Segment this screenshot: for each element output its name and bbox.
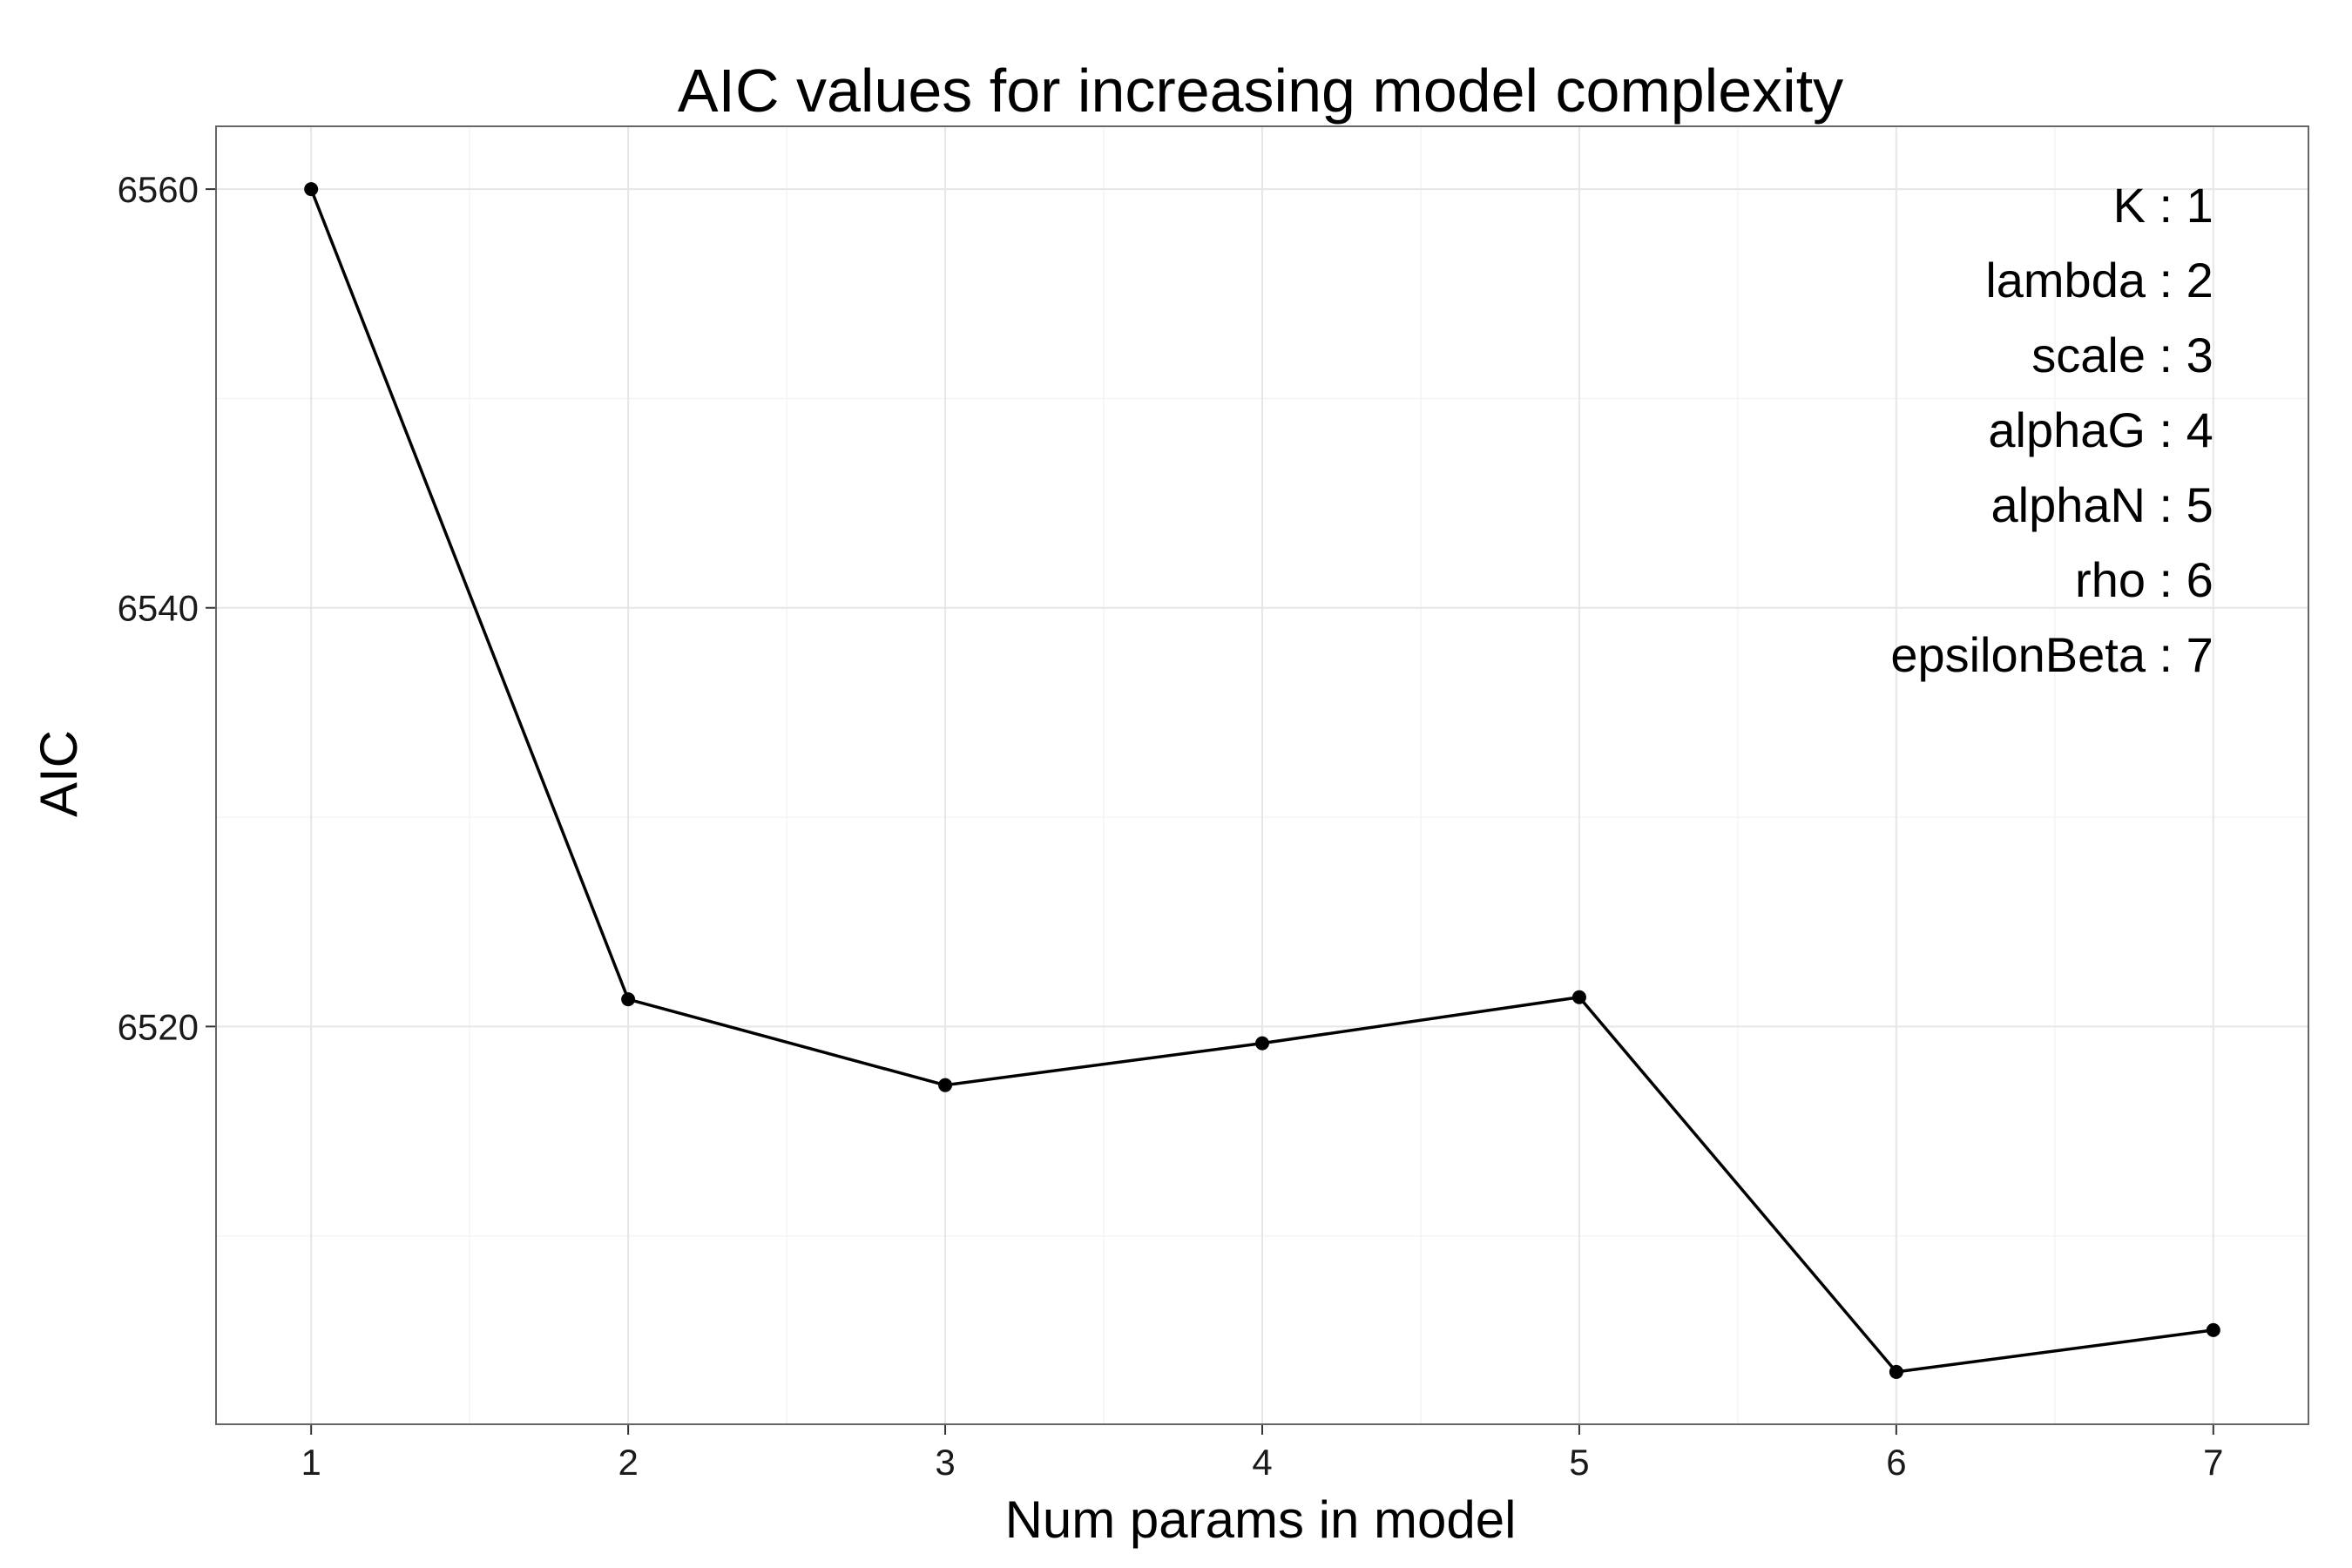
x-tick-label: 3 (935, 1442, 955, 1483)
param-annotation: alphaN : 5 (1991, 477, 2213, 532)
param-annotation: rho : 6 (2075, 552, 2213, 607)
aic-data-point (1571, 990, 1586, 1004)
aic-data-point (621, 992, 636, 1007)
aic-data-point (304, 182, 319, 197)
aic-data-point (938, 1078, 953, 1092)
chart-title: AIC values for increasing model complexi… (678, 57, 1843, 125)
param-annotation: scale : 3 (2031, 328, 2213, 382)
x-tick-label: 4 (1252, 1442, 1272, 1483)
param-annotation: alphaG : 4 (1988, 402, 2213, 457)
panel-border (215, 125, 2309, 1425)
y-tick-label: 6540 (118, 588, 199, 629)
y-tick-label: 6520 (118, 1006, 199, 1047)
series-layer (304, 182, 2220, 1379)
aic-data-point (2206, 1322, 2220, 1337)
param-annotation: K : 1 (2113, 178, 2213, 233)
x-axis-title: Num params in model (1005, 1490, 1517, 1549)
aic-data-point (1255, 1036, 1269, 1051)
y-tick-label: 6560 (118, 169, 199, 210)
x-tick-label: 5 (1569, 1442, 1589, 1483)
aic-data-point (1889, 1364, 1903, 1379)
x-axis: 1 2 3 4 5 6 7 (301, 1424, 2223, 1483)
y-axis: 6520 6540 6560 (118, 169, 216, 1047)
x-tick-label: 6 (1886, 1442, 1906, 1483)
x-tick-label: 1 (301, 1442, 321, 1483)
x-tick-label: 2 (618, 1442, 638, 1483)
param-annotation: lambda : 2 (1985, 253, 2213, 308)
x-tick-label: 7 (2203, 1442, 2223, 1483)
grid-layer (216, 126, 2308, 1424)
y-axis-title: AIC (30, 730, 88, 817)
param-annotation: epsilonBeta : 7 (1890, 627, 2213, 682)
annotation-layer: K : 1 lambda : 2 scale : 3 alphaG : 4 alphaN… (1890, 178, 2213, 682)
